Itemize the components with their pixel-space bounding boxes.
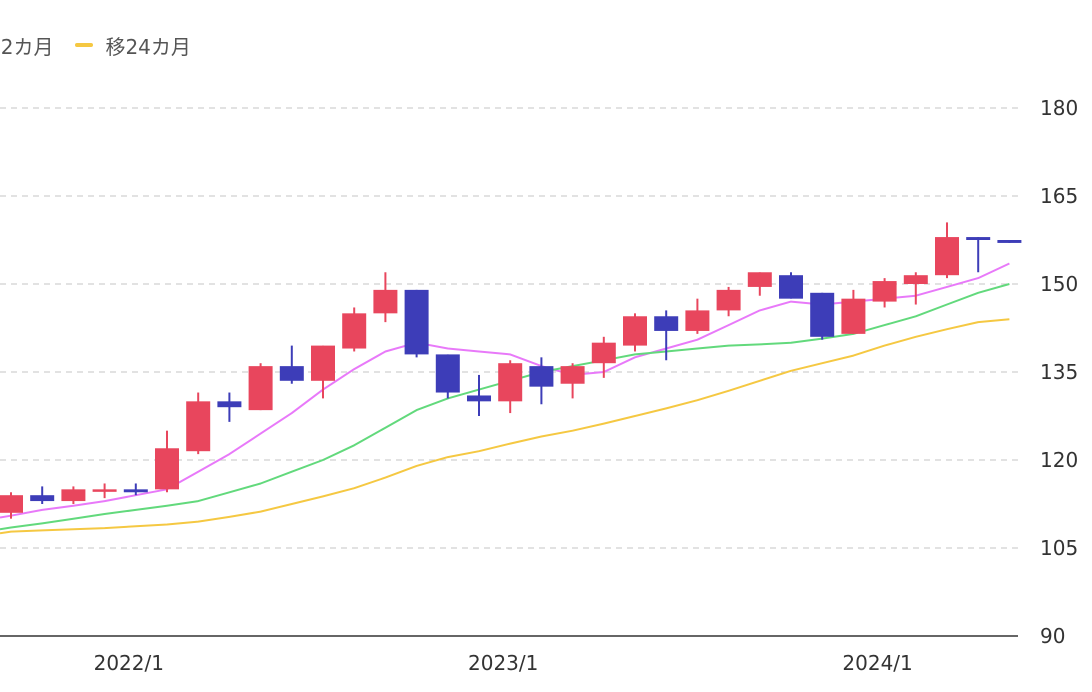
candle bbox=[435, 354, 460, 399]
candle bbox=[935, 222, 959, 279]
candle bbox=[155, 430, 179, 493]
candle-body bbox=[61, 489, 86, 502]
candle-body bbox=[123, 489, 148, 493]
candle-body bbox=[435, 354, 460, 393]
candle bbox=[685, 298, 710, 334]
moving-average-lines bbox=[0, 262, 1010, 535]
candle-body bbox=[997, 240, 1022, 243]
y-tick-label: 180 bbox=[1040, 96, 1078, 120]
candle-body bbox=[654, 316, 679, 331]
y-tick-label: 105 bbox=[1040, 536, 1078, 560]
candle-body bbox=[311, 345, 335, 381]
candle-body bbox=[155, 448, 179, 490]
candle bbox=[279, 345, 304, 384]
candle-body bbox=[966, 237, 991, 240]
candle-body bbox=[342, 313, 367, 349]
legend-label-12m: 12カ月 bbox=[0, 34, 54, 59]
candle-body bbox=[560, 366, 585, 384]
candle-body bbox=[0, 495, 23, 513]
candle bbox=[498, 360, 523, 414]
candle-body bbox=[217, 401, 242, 408]
y-tick-label: 90 bbox=[1040, 624, 1065, 648]
candle bbox=[217, 392, 242, 422]
series-line-1 bbox=[0, 283, 1010, 531]
candle bbox=[560, 363, 585, 399]
legend-item-12m[interactable]: 12カ月 bbox=[0, 31, 53, 60]
candle bbox=[61, 486, 86, 504]
candle-body bbox=[810, 292, 835, 337]
candle-body bbox=[373, 289, 398, 314]
candle-body bbox=[779, 275, 803, 299]
candle bbox=[311, 345, 335, 399]
candle bbox=[373, 272, 398, 323]
candle bbox=[716, 286, 741, 317]
candle bbox=[966, 237, 991, 273]
y-axis: 90 105 120 135 150 165 180 bbox=[1040, 96, 1078, 648]
series-line-0 bbox=[0, 262, 1010, 519]
candle-body bbox=[841, 298, 866, 334]
candle bbox=[654, 310, 679, 361]
candle-body bbox=[716, 289, 741, 311]
candle-body bbox=[30, 495, 55, 502]
y-tick-label: 135 bbox=[1040, 360, 1078, 384]
x-tick-label: 2023/1 bbox=[468, 651, 538, 675]
candle-body bbox=[248, 366, 273, 411]
candle bbox=[872, 278, 897, 308]
candle bbox=[997, 240, 1022, 243]
candle bbox=[123, 483, 148, 496]
candle bbox=[467, 374, 491, 416]
candle-body bbox=[467, 395, 491, 402]
candle-body bbox=[935, 237, 959, 276]
candles bbox=[0, 222, 1022, 519]
candle-body bbox=[903, 275, 928, 284]
legend-label-24m: 移24カ月 bbox=[105, 34, 191, 59]
candle-body bbox=[623, 316, 647, 346]
candle bbox=[841, 289, 866, 334]
candle bbox=[779, 272, 803, 299]
y-tick-label: 150 bbox=[1040, 272, 1078, 296]
candle-body bbox=[872, 281, 897, 302]
candle bbox=[342, 307, 367, 352]
candle bbox=[248, 363, 273, 411]
candle-body bbox=[186, 401, 211, 452]
candle bbox=[591, 336, 616, 378]
series-line-2 bbox=[0, 318, 1010, 535]
candle bbox=[404, 289, 429, 358]
candle-body bbox=[591, 342, 616, 364]
candle-body bbox=[747, 272, 772, 287]
candle bbox=[92, 483, 117, 499]
candle bbox=[0, 492, 23, 519]
candle bbox=[810, 292, 835, 340]
legend-swatch-24m bbox=[75, 43, 94, 47]
y-tick-label: 120 bbox=[1040, 448, 1078, 472]
candle bbox=[903, 272, 928, 305]
legend: 12カ月 移24カ月 bbox=[0, 30, 213, 60]
x-tick-label: 2024/1 bbox=[842, 651, 912, 675]
candle-body bbox=[529, 366, 554, 387]
candle bbox=[30, 486, 55, 504]
candle-body bbox=[685, 310, 710, 331]
candle-body bbox=[279, 366, 304, 381]
candle-body bbox=[404, 289, 429, 355]
x-tick-label: 2022/1 bbox=[94, 651, 164, 675]
candle-body bbox=[498, 363, 523, 402]
candle bbox=[529, 357, 554, 405]
candle bbox=[747, 272, 772, 296]
y-tick-label: 165 bbox=[1040, 184, 1078, 208]
candle-body bbox=[92, 489, 117, 492]
candle bbox=[186, 392, 211, 455]
legend-item-24m[interactable]: 移24カ月 bbox=[75, 31, 191, 60]
x-axis: 2022/1 2023/1 2024/1 bbox=[0, 635, 1018, 675]
candle bbox=[623, 313, 647, 352]
